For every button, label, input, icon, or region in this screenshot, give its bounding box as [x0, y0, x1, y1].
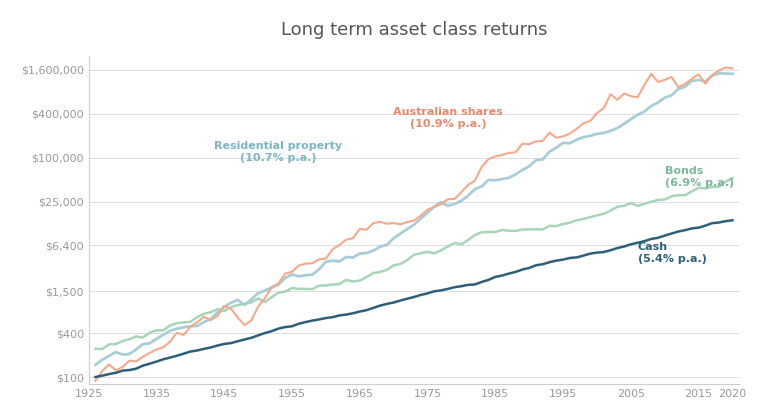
Text: Cash
(5.4% p.a.): Cash (5.4% p.a.) [637, 242, 707, 264]
Title: Long term asset class returns: Long term asset class returns [281, 21, 548, 39]
Text: Residential property
(10.7% p.a.): Residential property (10.7% p.a.) [214, 141, 343, 163]
Text: Bonds
(6.9% p.a.): Bonds (6.9% p.a.) [664, 166, 734, 188]
Text: Australian shares
(10.9% p.a.): Australian shares (10.9% p.a.) [393, 107, 503, 129]
